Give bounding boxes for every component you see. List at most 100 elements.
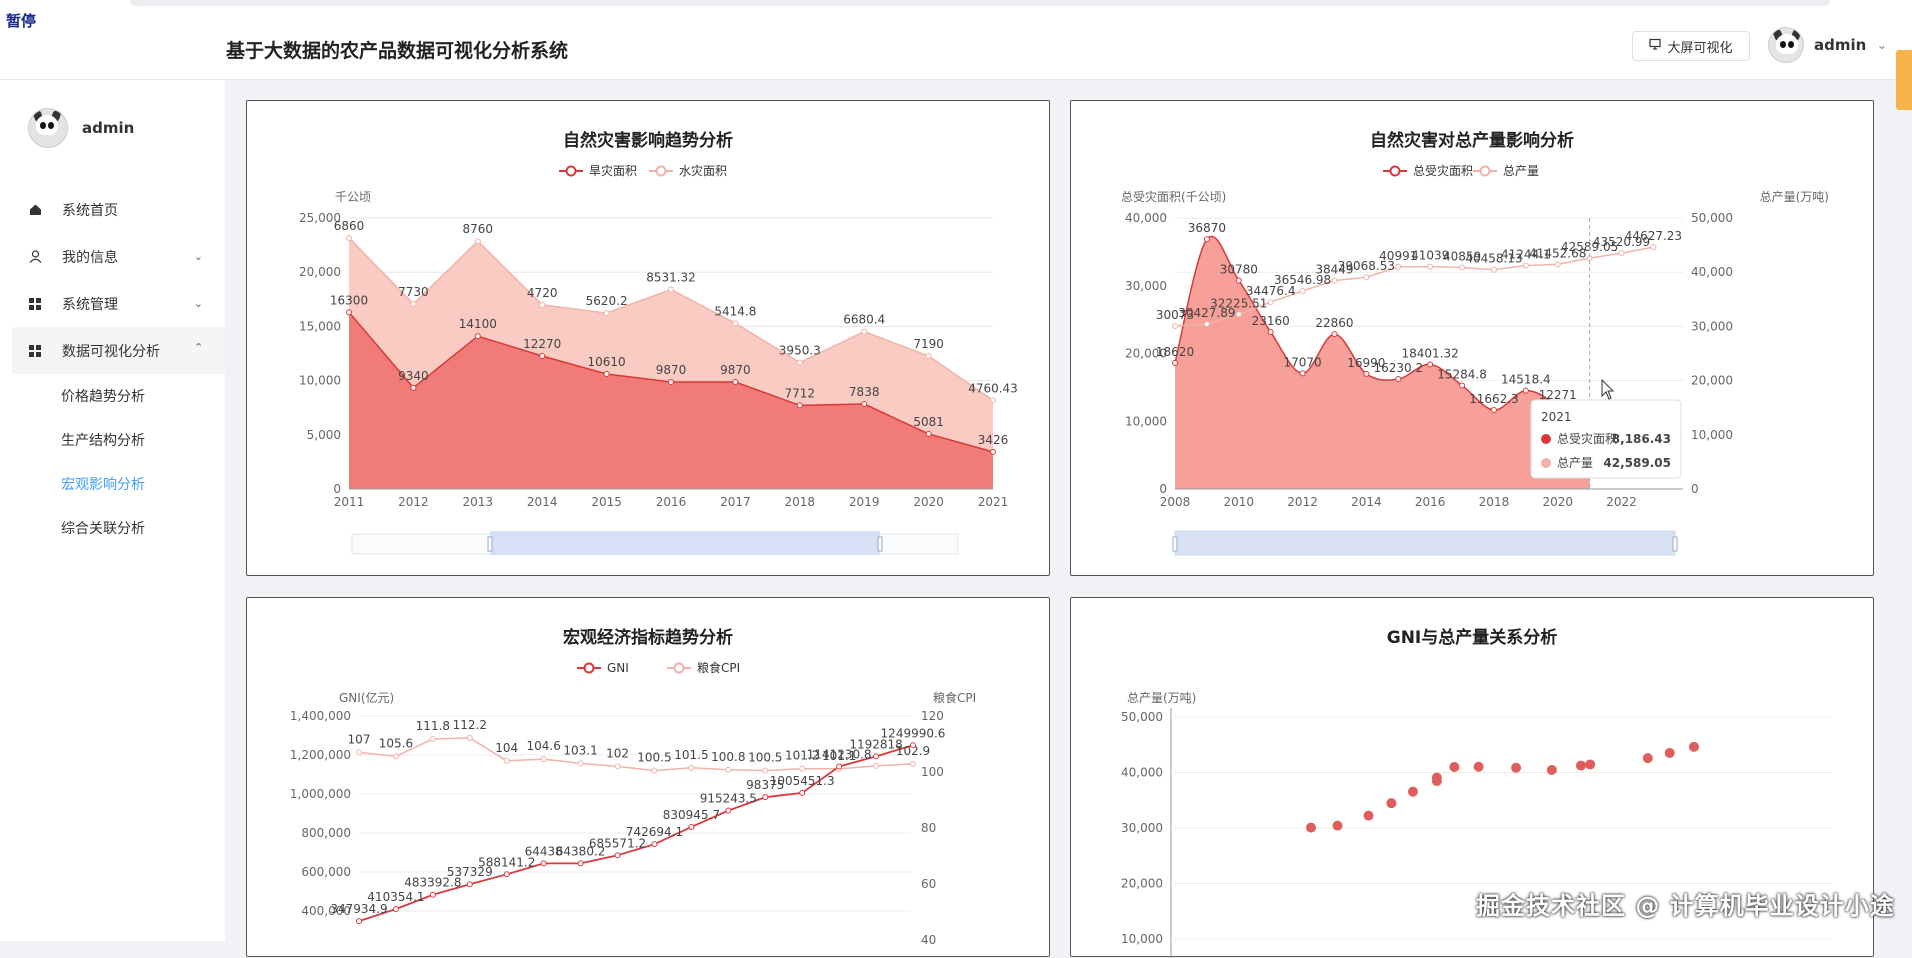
- tooltip-marker: [1541, 434, 1551, 444]
- scatter-point: [1473, 761, 1484, 772]
- data-label-cpi: 103.1: [563, 743, 597, 757]
- sidebar-subitem-correlation[interactable]: 综合关联分析: [61, 521, 145, 537]
- scatter-point: [1332, 820, 1343, 831]
- point-drought: [346, 309, 352, 316]
- data-label-production: 41039: [1411, 249, 1449, 263]
- y-tick-label: 15,000: [299, 319, 341, 333]
- data-label-cpi: 102.9: [896, 744, 930, 758]
- y-axis-label: 千公顷: [335, 190, 371, 204]
- data-label-production: 34476.4: [1246, 284, 1296, 298]
- point-production: [1395, 263, 1402, 270]
- series-line-cpi: [358, 737, 914, 772]
- point-drought: [474, 333, 481, 340]
- x-tick-label: 2018: [1479, 495, 1510, 509]
- data-label-affected: 23160: [1252, 314, 1290, 328]
- sidebar-subitem-macro[interactable]: 宏观影响分析: [61, 477, 145, 493]
- data-label-production: 40458.13: [1465, 252, 1522, 266]
- data-label-drought: 10610: [588, 355, 626, 369]
- data-label-drought: 3426: [978, 433, 1009, 447]
- y2-axis-label: 总产量(万吨): [1760, 190, 1829, 204]
- side-handle[interactable]: [1896, 50, 1912, 110]
- data-label-gni: 64438: [525, 844, 563, 858]
- y-tick-label: 40,000: [1125, 211, 1167, 225]
- point-production: [1618, 250, 1625, 257]
- point-gni: [799, 789, 806, 796]
- point-cpi: [762, 767, 769, 774]
- data-label-cpi: 105.6: [379, 736, 413, 750]
- point-production: [1203, 321, 1210, 328]
- sidebar-item-home[interactable]: 系统首页: [12, 186, 225, 233]
- data-label-affected: 36870: [1188, 221, 1226, 235]
- sidebar-item-system[interactable]: 系统管理 ⌄: [12, 280, 225, 327]
- point-cpi: [873, 762, 880, 769]
- data-label-affected: 14518.4: [1501, 373, 1551, 387]
- browser-strip: [130, 0, 1830, 6]
- point-affected: [1267, 329, 1274, 336]
- point-flood: [990, 397, 996, 404]
- data-label-cpi: 100.8: [711, 750, 745, 764]
- scatter-point: [1511, 762, 1522, 773]
- legend-marker: [1389, 165, 1401, 177]
- point-drought: [796, 402, 803, 409]
- x-tick-label: 2014: [527, 495, 558, 509]
- data-label-cpi: 104: [495, 741, 518, 755]
- chart-panel-disaster-production: 自然灾害对总产量影响分析 总受灾面积 总产量 总受灾面积(千公顷) 总产量(万吨) 0 1…: [1070, 100, 1874, 576]
- point-gni: [688, 823, 695, 830]
- scatter-point: [1386, 798, 1397, 809]
- grid-icon: [28, 344, 42, 358]
- chart-panel-macro-trend: 宏观经济指标趋势分析 GNI 粮食CPI GNI(亿元) 粮食CPI 400,000 60…: [246, 597, 1050, 957]
- y2-tick-label: 30,000: [1691, 319, 1733, 333]
- tooltip-marker: [1541, 458, 1551, 468]
- chart-panel-disaster-trend: 自然灾害影响趋势分析 旱灾面积 水灾面积 千公顷 0 5,000 10,000 15,000…: [246, 100, 1050, 576]
- point-affected: [1522, 387, 1529, 394]
- y2-tick-label: 20,000: [1691, 374, 1733, 388]
- chevron-up-icon: ⌄: [193, 340, 203, 353]
- point-gni: [577, 860, 584, 867]
- y-tick-label: 40,000: [1121, 766, 1163, 780]
- legend-marker: [1479, 165, 1491, 177]
- data-label-cpi: 112.2: [453, 718, 487, 732]
- sidebar-item-myinfo[interactable]: 我的信息 ⌄: [12, 233, 225, 280]
- data-label-gni: 347934.9: [330, 902, 387, 916]
- username: admin: [1814, 36, 1867, 54]
- x-tick-label: 2017: [720, 495, 751, 509]
- bigscreen-button[interactable]: 大屏可视化: [1632, 31, 1750, 61]
- data-label-affected: 18620: [1156, 345, 1194, 359]
- point-gni: [725, 807, 732, 814]
- point-drought: [603, 370, 610, 377]
- sidebar-subitem-structure[interactable]: 生产结构分析: [61, 433, 145, 449]
- y-tick-label: 0: [1159, 482, 1167, 496]
- x-tick-label: 2021: [978, 495, 1009, 509]
- data-label-affected: 15284.8: [1437, 367, 1487, 381]
- data-label-gni: 537329: [447, 865, 493, 879]
- point-production: [1459, 264, 1466, 271]
- legend-label: 粮食CPI: [697, 660, 740, 675]
- scatter-point: [1689, 741, 1699, 752]
- sidebar-item-label: 我的信息: [62, 249, 118, 266]
- point-gni: [356, 918, 362, 925]
- point-production: [1427, 263, 1434, 270]
- point-flood: [346, 234, 352, 241]
- point-production: [1363, 274, 1370, 281]
- tooltip-series-name: 总受灾面积: [1557, 431, 1617, 446]
- point-cpi: [356, 749, 362, 756]
- user-dropdown[interactable]: admin ⌄: [1768, 27, 1887, 63]
- area-flood: [349, 237, 993, 452]
- y-tick-label: 25,000: [299, 211, 341, 225]
- legend-label: 总受灾面积: [1413, 163, 1473, 178]
- point-cpi: [910, 760, 916, 767]
- x-tick-label: 2016: [1415, 495, 1446, 509]
- datazoom-window: [1174, 530, 1676, 556]
- sidebar-item-visualization[interactable]: 数据可视化分析 ⌄: [12, 327, 225, 374]
- sidebar-subitem-price[interactable]: 价格趋势分析: [61, 389, 145, 405]
- y-axis-label: 总产量(万吨): [1127, 691, 1196, 705]
- y-tick-label: 1,200,000: [290, 748, 351, 762]
- x-tick-label: 2014: [1351, 495, 1382, 509]
- y2-tick-label: 80: [921, 821, 936, 835]
- y2-tick-label: 40,000: [1691, 265, 1733, 279]
- user-icon: [28, 250, 42, 264]
- macro-trend-chart[interactable]: GNI 粮食CPI GNI(亿元) 粮食CPI 400,000 600,000 800,00…: [247, 598, 1051, 958]
- x-tick-label: 2008: [1160, 495, 1191, 509]
